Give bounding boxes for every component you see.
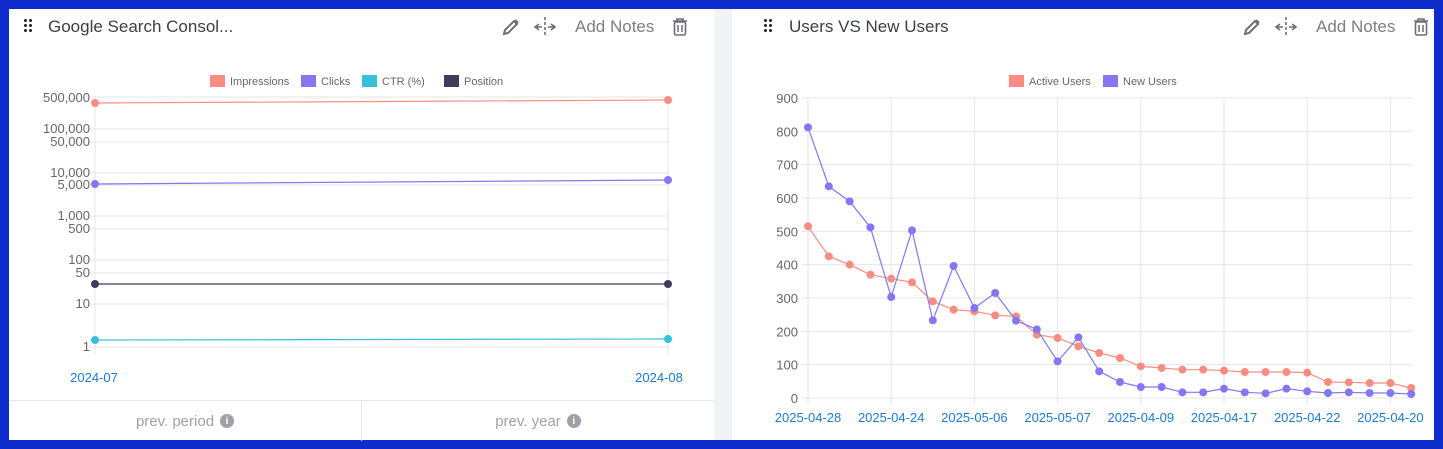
svg-text:2025-04-22: 2025-04-22 [1274,410,1341,425]
svg-text:2025-04-17: 2025-04-17 [1191,410,1258,425]
svg-text:50,000: 50,000 [50,134,90,149]
users-chart: Active Users New Users 0 100 200 300 400 500 6… [775,75,1424,425]
svg-text:400: 400 [776,258,798,273]
svg-text:2025-04-24: 2025-04-24 [858,410,925,425]
svg-text:10: 10 [76,296,90,311]
search-console-chart: Impressions Clicks CTR (%) Position 500,… [43,75,683,385]
info-icon[interactable]: i [220,414,235,428]
chart-legend: Active Users New Users [1009,75,1177,88]
chart-legend: Impressions Clicks CTR (%) Position [210,75,503,88]
trash-icon[interactable] [1409,15,1433,39]
svg-text:500,000: 500,000 [43,90,90,105]
gridlines [89,96,669,354]
drag-handle-icon[interactable] [24,19,34,35]
svg-text:2024-07: 2024-07 [70,370,118,385]
drag-handle-icon[interactable] [764,19,774,35]
svg-text:Impressions: Impressions [230,76,290,88]
trash-icon[interactable] [668,15,692,39]
pencil-icon[interactable] [1240,15,1264,39]
svg-text:900: 900 [776,91,798,106]
prev-year-button[interactable]: prev. year i [361,401,714,441]
svg-text:Active Users: Active Users [1029,76,1091,88]
prev-period-button[interactable]: prev. period i [9,401,361,441]
svg-text:200: 200 [776,324,798,339]
widget-title: Users VS New Users [789,17,949,36]
legend-impressions[interactable]: Impressions [210,75,290,88]
svg-text:2025-05-07: 2025-05-07 [1024,410,1091,425]
svg-text:700: 700 [776,158,798,173]
svg-text:CTR (%): CTR (%) [382,76,425,88]
move-horizontal-icon[interactable] [533,15,557,39]
widget-search-console: Google Search Consol... Add Notes Impres… [9,9,714,441]
pencil-icon[interactable] [499,15,523,39]
svg-text:100: 100 [68,252,90,267]
svg-text:2024-08: 2024-08 [635,370,683,385]
legend-clicks[interactable]: Clicks [301,75,351,88]
move-horizontal-icon[interactable] [1274,15,1298,39]
svg-text:2025-04-09: 2025-04-09 [1108,410,1175,425]
svg-text:New Users: New Users [1123,76,1177,88]
y-axis-labels: 500,000 100,000 50,000 10,000 5,000 1,00… [43,90,90,354]
svg-text:100: 100 [776,358,798,373]
add-notes-button[interactable]: Add Notes [1316,17,1396,36]
legend-new-users[interactable]: New Users [1103,75,1177,88]
series-new-users [804,123,1416,398]
svg-text:2025-05-06: 2025-05-06 [941,410,1008,425]
svg-text:100,000: 100,000 [43,121,90,136]
svg-text:500: 500 [68,221,90,236]
series-clicks [91,176,672,188]
widget-title: Google Search Consol... [48,17,234,36]
svg-text:1: 1 [83,339,90,354]
svg-text:2025-04-20: 2025-04-20 [1357,410,1424,425]
info-icon[interactable]: i [566,414,581,428]
series-impressions [91,96,672,107]
gridlines [802,97,1413,404]
x-axis-labels: 2024-07 2024-08 [70,370,683,385]
legend-position[interactable]: Position [444,75,503,88]
widget-users-vs-new-users: Users VS New Users Add Notes Active User… [732,9,1434,440]
legend-ctr[interactable]: CTR (%) [362,75,425,88]
svg-text:2025-04-28: 2025-04-28 [775,410,842,425]
svg-text:600: 600 [776,191,798,206]
svg-text:10,000: 10,000 [50,165,90,180]
grid-gutter [714,9,732,440]
prev-year-label: prev. year [495,412,561,430]
svg-text:500: 500 [776,224,798,239]
svg-text:Clicks: Clicks [321,76,351,88]
svg-text:5,000: 5,000 [57,177,90,192]
x-axis-labels: 2025-04-28 2025-04-24 2025-05-06 2025-05-07… [775,410,1424,425]
svg-text:300: 300 [776,291,798,306]
svg-text:Position: Position [464,76,503,88]
svg-text:1,000: 1,000 [57,208,90,223]
series-active-users [804,222,1416,392]
svg-text:50: 50 [76,265,90,280]
series-ctr [91,335,672,344]
svg-text:0: 0 [791,391,798,406]
prev-period-label: prev. period [135,412,215,430]
svg-text:800: 800 [776,124,798,139]
legend-active-users[interactable]: Active Users [1009,75,1091,88]
add-notes-button[interactable]: Add Notes [575,17,655,36]
comparison-footer: prev. period i prev. year i [9,400,714,441]
series-position [91,280,672,288]
y-axis-labels: 0 100 200 300 400 500 600 700 800 900 [776,91,798,406]
